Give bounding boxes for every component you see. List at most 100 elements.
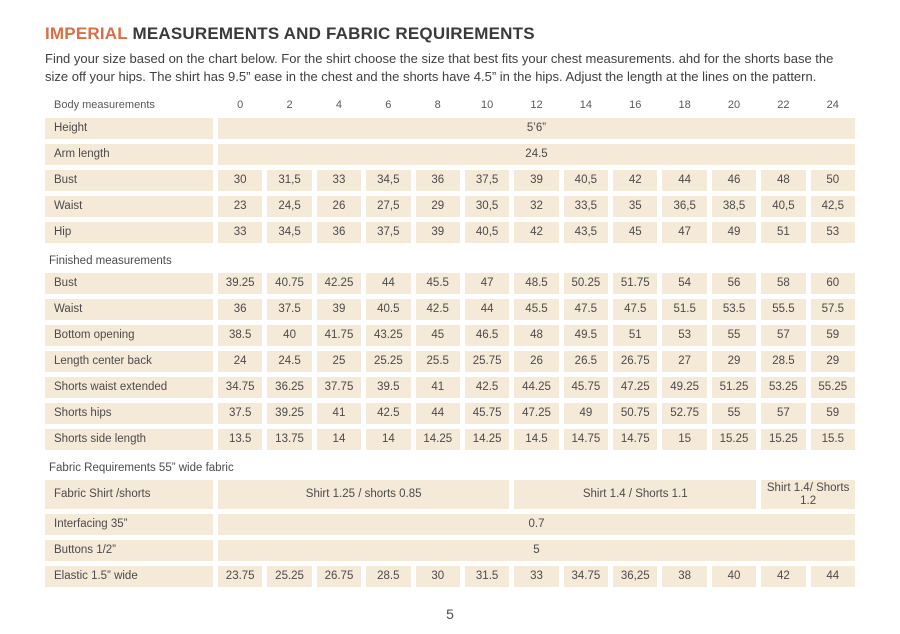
value-cell: 40.5 [366, 298, 411, 320]
row-label: Bust [45, 169, 213, 191]
value-cell: 47 [464, 272, 510, 294]
value-cell: 14.75 [563, 428, 609, 450]
value-cell: 30 [415, 566, 460, 588]
measurement-table: Body measurements 0 2 4 6 8 10 12 14 16 18 20 22 24 He… [45, 96, 855, 588]
value-cell: 50.75 [613, 402, 658, 424]
value-cell: 39 [415, 221, 460, 243]
size-column-header: 0 [237, 98, 244, 111]
value-cell: 53 [662, 324, 707, 346]
table-row: Shorts hips 37.5 39.25 41 42.5 44 45.75 47.25 49… [45, 402, 855, 424]
value-cell: 39.5 [366, 376, 411, 398]
value-cell: 55.25 [810, 376, 855, 398]
value-cell: 48.5 [514, 272, 559, 294]
row-label: Waist [45, 195, 213, 217]
value-cell: 32 [514, 195, 559, 217]
value-cell: 44 [366, 272, 411, 294]
table-row: Height 5’6” [45, 117, 855, 139]
value-cell: 33 [218, 221, 263, 243]
value-cell: 53 [810, 221, 855, 243]
value-cell: 26.5 [563, 350, 609, 372]
value-cell: 33 [316, 169, 362, 191]
value-cell: 26 [514, 350, 559, 372]
value-cell: 26 [316, 195, 362, 217]
row-label: Bust [45, 272, 213, 294]
value-cell: 57.5 [810, 298, 855, 320]
size-column-header: 24 [826, 98, 839, 111]
value-cell: 37.5 [267, 298, 312, 320]
value-cell: 36 [218, 298, 263, 320]
value-cell: 30 [218, 169, 263, 191]
value-cell: 33 [514, 566, 559, 588]
value-cell: 15.25 [761, 428, 806, 450]
value-cell: 42 [514, 221, 559, 243]
table-row: Fabric Shirt /shorts Shirt 1.25 / shorts … [45, 479, 855, 510]
table-row: Shorts side length 13.5 13.75 14 14 14.25 14.2… [45, 428, 855, 450]
value-cell: 49.25 [662, 376, 707, 398]
value-cell: 35 [613, 195, 658, 217]
value-cell: 41 [415, 376, 460, 398]
value-cell: 49.5 [563, 324, 609, 346]
value-cell: 40,5 [761, 195, 806, 217]
table-row: Elastic 1.5” wide 23.75 25.25 26.75 28.5 30 31… [45, 566, 855, 588]
value-cell: 36 [316, 221, 362, 243]
value-cell: 47.5 [613, 298, 658, 320]
value-cell: 47.5 [563, 298, 609, 320]
value-cell: 34.75 [563, 566, 609, 588]
value-cell: 56 [711, 272, 757, 294]
value-cell: 36 [415, 169, 460, 191]
merged-value-cell: Shirt 1.25 / shorts 0.85 [218, 479, 510, 510]
table-header-row: Body measurements 0 2 4 6 8 10 12 14 16 18 20 22 24 [45, 96, 855, 114]
value-cell: 44.25 [514, 376, 559, 398]
row-label: Elastic 1.5” wide [45, 566, 213, 588]
row-label: Length center back [45, 350, 213, 372]
value-cell: 34,5 [366, 169, 411, 191]
size-column-header: 18 [678, 98, 691, 111]
value-cell: 29 [810, 350, 855, 372]
table-row: Waist 36 37.5 39 40.5 42.5 44 45.5 47.5 47.5 51.5 5… [45, 298, 855, 320]
section-heading: Fabric Requirements 55” wide fabric [49, 461, 234, 474]
table-row: Bottom opening 38.5 40 41.75 43.25 45 46.5 48 49… [45, 324, 855, 346]
value-cell: 42 [613, 169, 658, 191]
table-row: Bust 39.25 40.75 42.25 44 45.5 47 48.5 50.25 51.7… [45, 272, 855, 294]
table-header-label: Body measurements [54, 98, 155, 111]
value-cell: 47.25 [514, 402, 559, 424]
size-column-header: 12 [530, 98, 543, 111]
row-label: Shorts side length [45, 428, 213, 450]
value-cell: 40 [267, 324, 312, 346]
value-cell: 42.5 [415, 298, 460, 320]
value-cell: 25.25 [366, 350, 411, 372]
value-cell: 60 [810, 272, 855, 294]
value-cell: 45.5 [415, 272, 460, 294]
value-cell: 14.25 [464, 428, 510, 450]
value-cell: 30,5 [464, 195, 510, 217]
value-cell: 59 [810, 402, 855, 424]
value-cell: 15 [662, 428, 707, 450]
value-cell: 50 [810, 169, 855, 191]
value-cell: 37.75 [316, 376, 362, 398]
value-cell: 58 [761, 272, 806, 294]
value-cell: 55 [711, 402, 757, 424]
value-cell: 37.5 [218, 402, 263, 424]
value-cell: 25.5 [415, 350, 460, 372]
value-cell: 51 [613, 324, 658, 346]
merged-value-cell: Shirt 1.4/ Shorts 1.2 [761, 479, 855, 510]
value-cell: 39.25 [218, 272, 263, 294]
value-cell: 37,5 [464, 169, 510, 191]
value-cell: 40,5 [563, 169, 609, 191]
value-cell: 54 [662, 272, 707, 294]
title-highlight: IMPERIAL [45, 24, 128, 43]
value-cell: 44 [810, 566, 855, 588]
value-cell: 44 [464, 298, 510, 320]
value-cell: 40,5 [464, 221, 510, 243]
table-row: Interfacing 35” 0.7 [45, 514, 855, 536]
value-cell: 45 [613, 221, 658, 243]
value-cell: 55.5 [761, 298, 806, 320]
value-cell: 31.5 [464, 566, 510, 588]
row-label: Height [45, 117, 213, 139]
value-cell: 42.5 [366, 402, 411, 424]
value-cell: 36.25 [267, 376, 312, 398]
value-cell: 52.75 [662, 402, 707, 424]
value-cell: 47 [662, 221, 707, 243]
value-cell: 45.75 [563, 376, 609, 398]
intro-paragraph: Find your size based on the chart below.… [45, 51, 834, 84]
